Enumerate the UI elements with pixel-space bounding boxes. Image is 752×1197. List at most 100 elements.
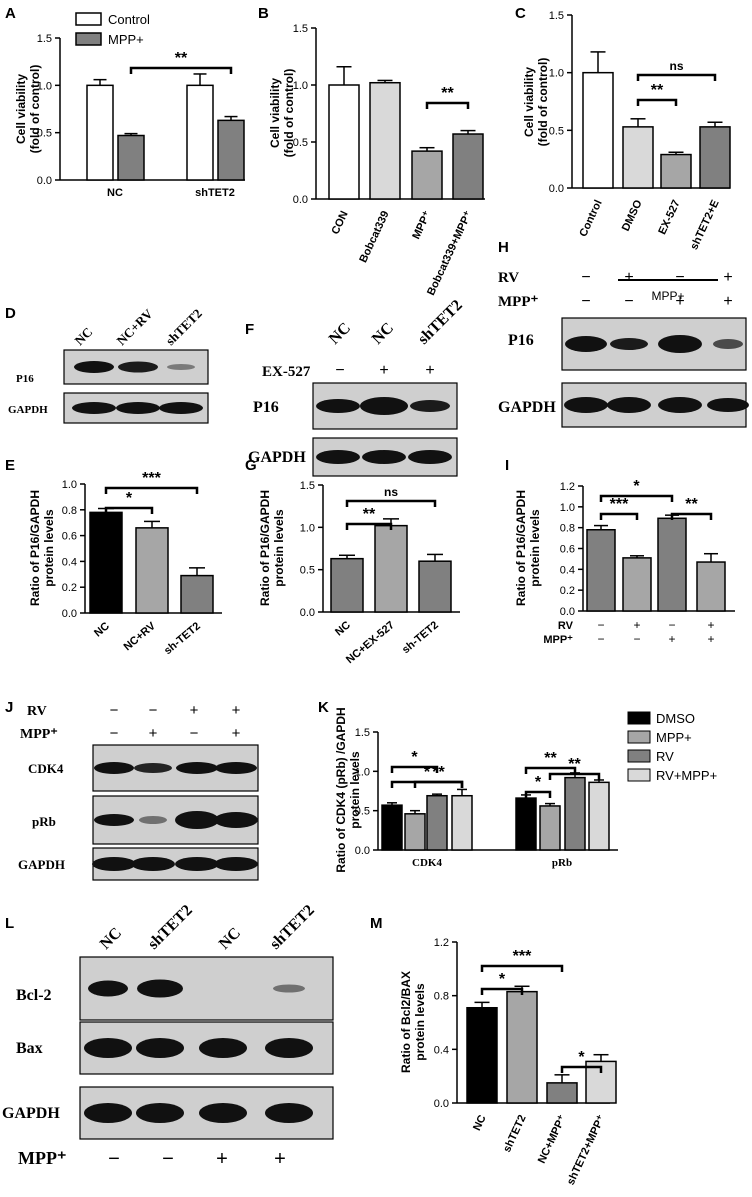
bar [404,813,426,851]
bar [515,797,537,851]
bar [411,150,443,200]
condition-mark: + [707,632,714,646]
bracket-line [670,512,713,520]
blot-strip-gapdh [561,382,749,428]
y-axis-label-line: Ratio of P16/GAPDH [258,490,272,606]
blot-lane-label: NC+RV [114,306,157,349]
significance-label: ** [544,750,557,767]
bar-group [564,772,586,851]
condition-mark: + [723,293,732,310]
chart-panel-b: 0.0 0.5 1.0 1.5 Cell viability(fold of contr… [268,23,485,297]
x-category-label: EX-527 [656,198,682,236]
blot-band [175,811,219,829]
condition-mark: − [108,1148,120,1170]
legend-swatch-mpp-k [627,730,651,744]
y-tick-label: 0.0 [300,607,315,619]
condition-mark: − [190,725,199,742]
y-tick-label: 0.0 [355,845,370,857]
bar-group [411,146,443,200]
significance-bracket: *** [599,496,639,520]
condition-mark: − [633,632,640,646]
panel-letter-f: F [245,321,254,338]
bar-group [699,121,731,189]
blot-band [360,397,408,415]
significance-label: ** [651,82,664,99]
blot-panel-l: NC shTET2 NC shTET2 Bcl-2 Bax GAPDH MPP⁺ − − + + [2,902,334,1170]
bar [330,557,364,613]
chart-panel-m: 0.0 0.4 0.8 1.2 Ratio of Bcl2/BAXprotein lev… [399,937,617,1187]
blot-row-label: GAPDH [2,1105,60,1122]
blot-band [565,336,607,352]
bar-group [451,788,473,851]
bar [539,805,561,851]
bar [451,794,473,851]
panel-letter-g: G [245,457,257,474]
significance-label: * [578,1049,585,1066]
bracket-line [524,766,577,774]
y-axis-label-line: (fold of control) [536,58,550,147]
y-tick-label: 0.4 [434,1044,449,1056]
blot-band [410,400,450,412]
y-tick-label: 1.5 [549,10,564,22]
condition-mark: − [675,269,684,286]
y-tick-label: 0.5 [549,125,564,137]
panel-letter-h: H [498,239,509,256]
bar [117,134,145,181]
blot-lane-label: NC [72,324,96,348]
x-category-label: pRb [552,857,572,869]
y-axis-label: Ratio of P16/GAPDHprotein levels [514,490,542,606]
significance-bracket: * [104,490,154,514]
panel-letter-l: L [5,915,14,932]
blot-lane-label: shTET2 [163,306,205,348]
condition-mark: − [581,293,590,310]
blot-panel-j: RV MPP⁺ − − + + − + − + CDK4 pRb GAPDH [18,702,259,881]
y-axis-label: Ratio of Bcl2/BAXprotein levels [399,971,427,1073]
bar-group [452,129,484,200]
y-tick-label: 1.0 [560,502,575,514]
y-axis-label: Ratio of P16/GAPDHprotein levels [258,490,286,606]
condition-mark: − [162,1148,174,1170]
significance-label: * [535,774,542,791]
blot-band [134,763,172,773]
y-axis-label-line: Ratio of CDK4 (pRb) /GAPDH [334,707,348,872]
significance-label: * [126,490,133,507]
blot-band [215,762,257,774]
x-category-label: NC+RV [122,620,159,654]
bar-group [369,79,401,200]
x-category-label: NC+MPP⁺ [536,1113,569,1165]
bar-group [426,793,448,851]
blot-strip-gapdh [63,392,209,424]
bracket-line [413,780,464,788]
bar [418,560,452,613]
blot-band [176,762,218,774]
blot-band [362,450,406,464]
condition-mark: + [379,362,388,379]
y-tick-label: 0.2 [62,582,77,594]
significance-label: *** [142,470,161,487]
condition-mark: + [633,618,640,632]
bar [546,1082,578,1104]
condition-mark: − [597,618,604,632]
x-category-label: CON [330,209,351,236]
bar-group [539,802,561,851]
blot-band [94,814,134,826]
y-tick-label: 0.8 [62,505,77,517]
blot-band [136,1038,184,1058]
condition-mark: − [110,702,119,719]
x-category-label: shTET2 [501,1113,529,1154]
y-axis-label: Ratio of P16/GAPDHprotein levels [28,490,56,606]
x-category-label: NC [92,620,112,639]
condition-mark: − [335,362,344,379]
y-tick-label: 0.5 [293,137,308,149]
bracket-line [480,964,564,972]
bracket-line [599,494,674,502]
y-axis-label-line: Ratio of P16/GAPDH [28,490,42,606]
blot-panel-d: NC NC+RV shTET2 P16 GAPDH [8,306,209,424]
bracket-line [560,1065,603,1073]
bracket-line [104,506,154,514]
bracket-line [345,522,393,530]
blot-row-label: EX-527 [262,364,311,380]
chart-panel-i: 0.0 0.2 0.4 0.6 0.8 1.0 1.2 Ratio of P16/GAPDHp… [514,478,735,646]
bar-group [696,552,726,612]
